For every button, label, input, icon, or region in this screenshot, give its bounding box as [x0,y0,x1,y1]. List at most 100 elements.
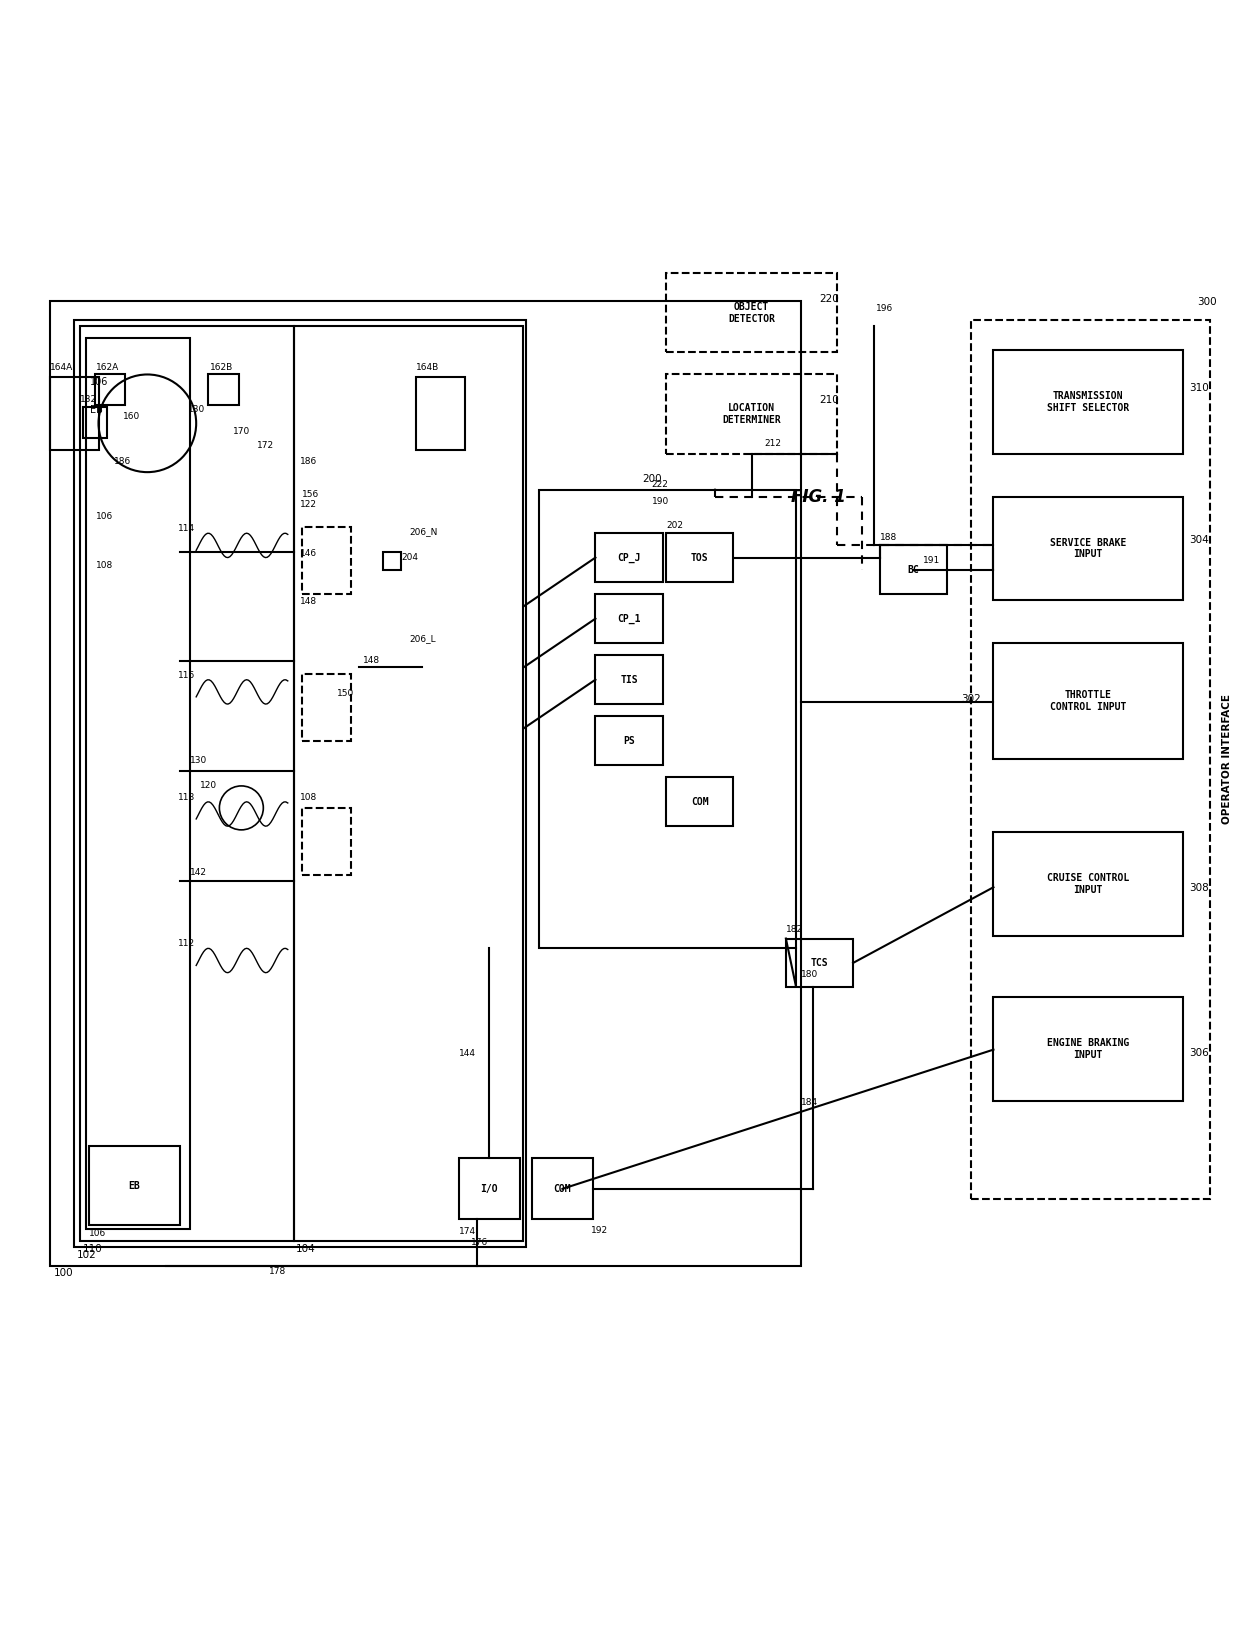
Text: 310: 310 [1189,383,1209,392]
Text: FIG. 1: FIG. 1 [791,487,846,506]
Bar [595,656,662,705]
Text: COM: COM [691,796,708,807]
Bar [993,832,1183,936]
Text: 164B: 164B [415,363,439,373]
Text: 300: 300 [1198,298,1216,308]
Bar [208,374,239,405]
Text: COM: COM [553,1184,572,1193]
Bar [303,527,351,594]
Text: 106: 106 [95,511,113,521]
Bar [666,778,733,825]
Text: 170: 170 [233,427,250,436]
Text: 210: 210 [818,396,838,405]
Bar [415,378,465,451]
Text: 304: 304 [1189,536,1209,545]
Text: 146: 146 [300,549,317,558]
Bar [993,497,1183,601]
Text: 206_L: 206_L [410,633,436,643]
Bar [971,319,1209,1198]
Text: 220: 220 [818,293,838,304]
Bar [383,552,402,570]
Text: 178: 178 [269,1267,286,1275]
Text: 106: 106 [91,376,108,387]
Text: TOS: TOS [691,552,708,563]
Text: 172: 172 [257,441,274,451]
Text: 308: 308 [1189,884,1209,894]
Text: 130: 130 [187,404,205,414]
Bar [303,807,351,874]
Text: TIS: TIS [620,674,637,685]
Text: 116: 116 [177,671,195,681]
Text: PS: PS [624,736,635,746]
Bar [666,534,733,583]
Text: 110: 110 [83,1244,103,1254]
Text: THROTTLE
CONTROL INPUT: THROTTLE CONTROL INPUT [1050,690,1126,711]
Bar [294,326,523,1241]
Text: 144: 144 [459,1048,476,1058]
Text: 156: 156 [303,490,320,500]
Text: 200: 200 [642,474,661,485]
Bar [83,407,107,438]
Text: 176: 176 [471,1239,489,1247]
Text: 186: 186 [114,457,131,466]
Text: SERVICE BRAKE
INPUT: SERVICE BRAKE INPUT [1050,537,1126,560]
Text: 132: 132 [81,394,97,404]
Text: 100: 100 [53,1268,73,1278]
Text: 150: 150 [336,689,353,698]
Bar [303,674,351,741]
Text: 196: 196 [877,304,894,314]
Text: I/O: I/O [480,1184,498,1193]
Text: CRUISE CONTROL
INPUT: CRUISE CONTROL INPUT [1047,873,1130,895]
Text: 108: 108 [95,560,113,570]
Bar [539,490,796,947]
Bar [50,301,801,1265]
Bar [74,319,526,1247]
Text: 160: 160 [123,412,140,422]
Text: 162A: 162A [95,363,119,373]
Text: 130: 130 [190,755,207,765]
Text: 306: 306 [1189,1048,1209,1058]
Text: 180: 180 [801,970,818,978]
Bar [666,374,837,454]
Text: CP_J: CP_J [618,552,641,563]
Bar [993,643,1183,759]
Bar [50,378,98,451]
Bar [532,1158,593,1219]
Text: 104: 104 [296,1244,316,1254]
Text: 206_N: 206_N [410,526,438,536]
Text: OBJECT
DETECTOR: OBJECT DETECTOR [728,303,775,324]
Text: 142: 142 [190,868,207,877]
Text: 148: 148 [363,656,381,666]
Text: 191: 191 [923,555,940,565]
Text: 302: 302 [961,694,981,705]
Text: 148: 148 [300,597,317,607]
Text: 120: 120 [200,780,217,790]
Text: 182: 182 [786,925,804,933]
Text: 222: 222 [651,480,668,490]
Text: 212: 212 [764,438,781,448]
Bar [81,326,294,1241]
Text: 174: 174 [459,1226,476,1236]
Text: 202: 202 [666,521,683,529]
Text: 186: 186 [300,457,317,466]
Text: LOCATION
DETERMINER: LOCATION DETERMINER [723,404,781,425]
Bar [595,716,662,765]
Text: 106: 106 [89,1229,105,1239]
Text: TRANSMISSION
SHIFT SELECTOR: TRANSMISSION SHIFT SELECTOR [1047,391,1130,414]
Text: TCS: TCS [811,957,828,969]
Text: 162B: 162B [210,363,233,373]
Text: BC: BC [908,565,919,575]
Text: 192: 192 [590,1226,608,1236]
Bar [89,1146,180,1226]
Bar [459,1158,520,1219]
Text: 184: 184 [801,1097,817,1107]
Text: 188: 188 [880,532,898,542]
Text: 108: 108 [300,793,317,803]
Text: 112: 112 [177,939,195,947]
Bar [666,274,837,353]
Text: 114: 114 [177,524,195,534]
Text: 204: 204 [402,554,418,563]
Bar [595,534,662,583]
Text: EB: EB [129,1180,140,1190]
Text: 164A: 164A [50,363,73,373]
